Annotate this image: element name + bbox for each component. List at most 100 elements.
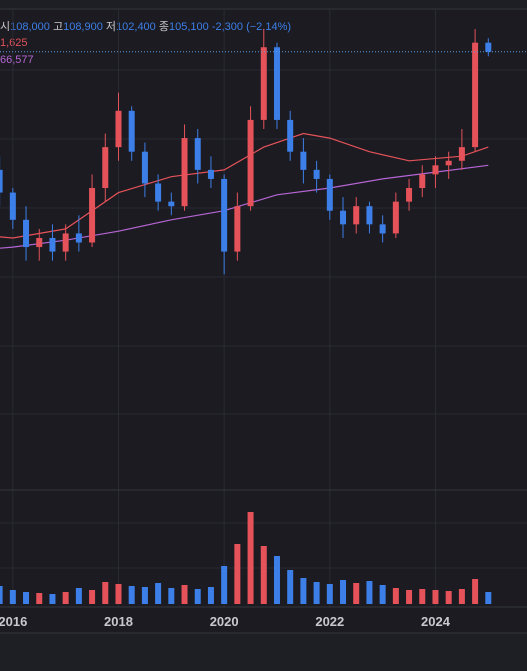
low-value: 102,400 [116,21,156,33]
candle [458,128,465,170]
candle [207,156,214,189]
candle [432,156,439,189]
candle-body [194,138,201,170]
volume-bar [458,589,465,604]
candle-body [353,206,360,225]
candle-body [485,42,492,52]
candle-body [287,119,294,152]
volume-bar [353,583,360,604]
volume-bar [366,581,373,604]
volume-bar [141,587,148,604]
candle-body [392,201,399,234]
close-value: 105,100 [168,21,209,33]
volume-bar [75,588,82,604]
candles [0,29,492,275]
candle-body [207,169,214,179]
volume-bar [247,512,254,604]
candle [260,29,267,129]
candle [287,110,294,161]
candle [75,215,82,252]
x-tick-label: 2022 [315,614,344,629]
volume-bar [155,583,162,604]
candle-body [221,178,228,252]
candle-body [379,224,386,234]
change-percent: (−2.14%) [246,21,292,33]
candle-body [445,160,452,166]
candle-body [419,174,426,189]
candle [485,38,492,57]
volume-bar [340,580,347,604]
candle [115,92,122,161]
candle [49,224,56,261]
volume-bar [392,588,399,604]
candle [366,201,373,234]
volume-bar [300,578,307,604]
volume-bar [432,590,439,604]
volume-bar [234,544,241,604]
volume-bar [472,579,479,604]
ma-red-legend: 1,625 [0,37,28,49]
candle [168,192,175,216]
volume-bar [49,594,56,604]
open-value: 108,000 [10,21,50,33]
high-label: 고 [52,21,64,33]
candle [445,151,452,179]
volume-bar [419,589,426,604]
candle-body [432,165,439,175]
volume-bar [115,584,122,604]
volume-bar [445,591,452,604]
candle-body [326,178,333,211]
x-tick-label: 2018 [104,614,133,629]
candle-body [181,138,188,207]
volume-bar [406,590,413,604]
candle-body [273,47,280,120]
candle-body [75,233,82,243]
candle-body [458,147,465,161]
candle [141,142,148,198]
candle [155,174,162,211]
candle-body [260,47,267,120]
volume-bar [168,588,175,604]
candle-body [9,192,16,220]
top-border [0,0,527,9]
candle-body [406,188,413,202]
candle [89,174,96,248]
candle [326,174,333,220]
candle-body [168,201,175,207]
candle-body [472,42,479,148]
candle [36,228,43,261]
x-tick-label: 2020 [210,614,239,629]
candle [102,133,109,202]
candle-body [313,169,320,179]
candle-body [340,210,347,225]
candle [300,138,307,184]
change-value: -2,300 [211,21,244,33]
volume-bar [207,587,214,604]
ma-red-line [0,132,489,239]
open-label: 시 [0,21,11,33]
candle-body [128,110,135,152]
high-value: 108,900 [63,21,103,33]
x-tick-label: 2016 [0,614,27,629]
candle [234,192,241,261]
candle [221,174,228,275]
candle-body [0,169,3,193]
volume-bar [287,570,294,604]
volume-bar [62,592,69,604]
volume-bar [273,556,280,604]
volume-bar [89,590,96,604]
candle-body [23,219,30,248]
candle [419,165,426,198]
candle-body [366,206,373,225]
volume-bar [23,592,30,604]
candle [23,206,30,261]
volume-bar [102,582,109,604]
candle-body [102,147,109,189]
volume-bars [0,512,492,604]
x-axis-ticks: 2016201820202022202420 [0,614,451,629]
candle [392,192,399,238]
volume-bar [221,566,228,604]
candle-body [234,206,241,252]
